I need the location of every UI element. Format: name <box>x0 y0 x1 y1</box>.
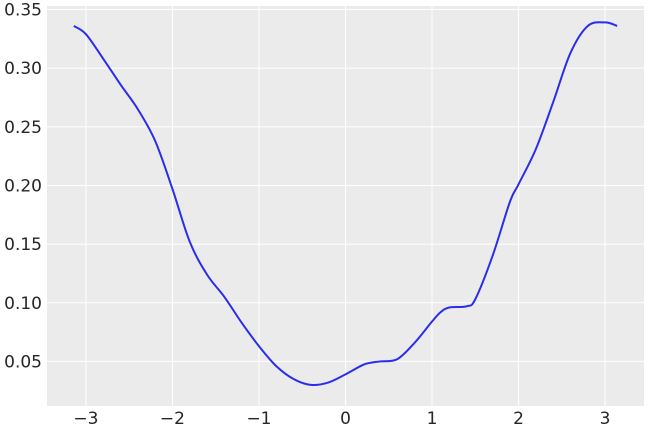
y-tick-label: 0.30 <box>4 59 42 79</box>
x-tick-label: 0 <box>340 409 351 429</box>
y-tick-label: 0.35 <box>4 1 42 21</box>
x-tick-label: 1 <box>427 409 438 429</box>
y-tick-label: 0.25 <box>4 118 42 138</box>
y-tick-label: 0.10 <box>4 294 42 314</box>
x-tick-label: 3 <box>600 409 611 429</box>
x-tick-label: −1 <box>246 409 271 429</box>
y-tick-label: 0.05 <box>4 352 42 372</box>
y-tick-label: 0.15 <box>4 235 42 255</box>
grid <box>47 6 644 406</box>
y-tick-label: 0.20 <box>4 176 42 196</box>
x-axis: −3 −2 −1 0 1 2 3 <box>73 409 610 429</box>
x-tick-label: −3 <box>73 409 98 429</box>
x-tick-label: 2 <box>513 409 524 429</box>
y-axis: 0.05 0.10 0.15 0.20 0.25 0.30 0.35 <box>4 1 42 373</box>
series-line <box>73 21 618 387</box>
x-tick-label: −2 <box>160 409 185 429</box>
